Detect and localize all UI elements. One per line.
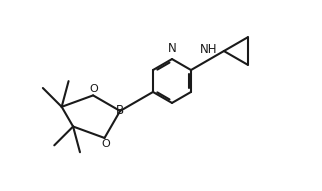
Text: NH: NH: [200, 43, 217, 56]
Text: O: O: [101, 139, 110, 149]
Text: O: O: [90, 84, 99, 94]
Text: B: B: [116, 104, 124, 117]
Text: N: N: [168, 42, 176, 55]
